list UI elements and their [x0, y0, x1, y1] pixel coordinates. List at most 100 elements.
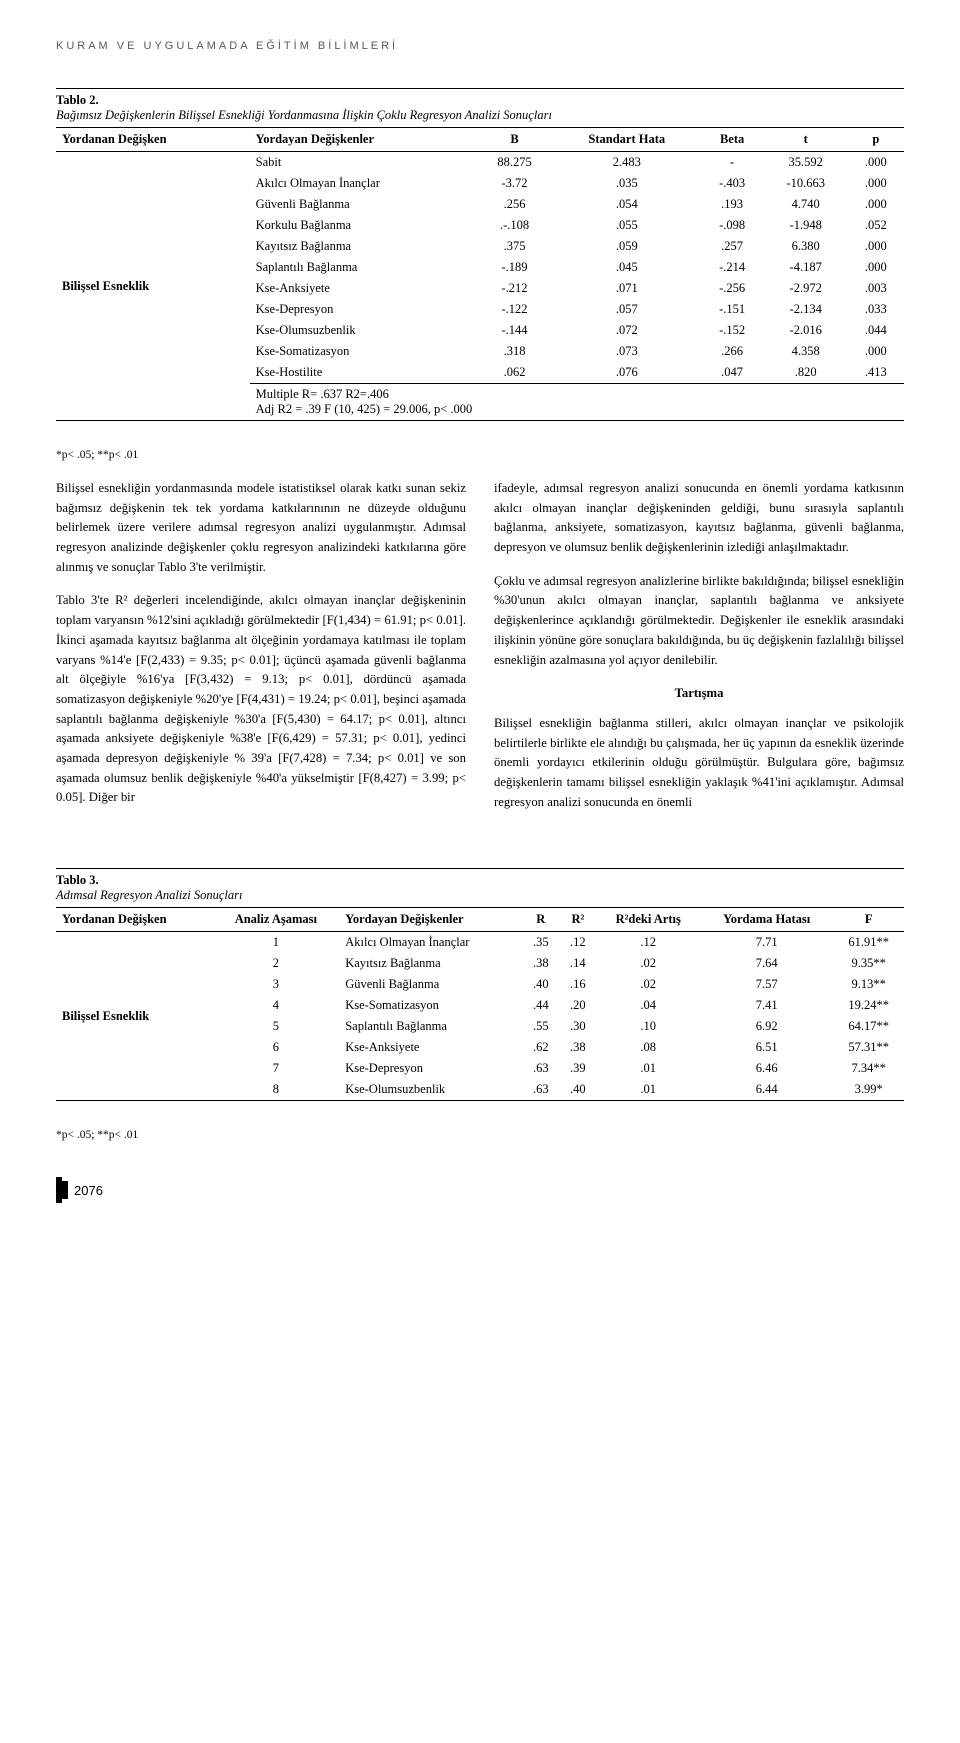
table-cell: .257	[701, 236, 764, 257]
table-cell: Kse-Anksiyete	[339, 1037, 522, 1058]
table-cell: .000	[848, 341, 904, 362]
t3-h1: Analiz Aşaması	[213, 908, 340, 932]
table-cell: .000	[848, 257, 904, 278]
page: KURAM VE UYGULAMADA EĞİTİM BİLİMLERİ Tab…	[0, 0, 960, 1263]
table-cell: 88.275	[476, 152, 553, 174]
table-cell: Kse-Depresyon	[250, 299, 476, 320]
table-cell: 2.483	[553, 152, 700, 174]
table-cell: Saplantılı Bağlanma	[250, 257, 476, 278]
table-cell: .076	[553, 362, 700, 384]
table-cell: .062	[476, 362, 553, 384]
table-cell: Kse-Somatizasyon	[250, 341, 476, 362]
table-cell: .38	[559, 1037, 596, 1058]
t2-h1: Yordayan Değişkenler	[250, 128, 476, 152]
table-cell: Saplantılı Bağlanma	[339, 1016, 522, 1037]
table-cell: .000	[848, 152, 904, 174]
table-cell: .318	[476, 341, 553, 362]
table-cell: .256	[476, 194, 553, 215]
table-row: Bilişsel EsneklikSabit88.2752.483-35.592…	[56, 152, 904, 174]
table-cell: .02	[596, 953, 700, 974]
table-cell: -.256	[701, 278, 764, 299]
table-cell: 3	[213, 974, 340, 995]
table-cell: .30	[559, 1016, 596, 1037]
table-cell: Kse-Olumsuzbenlik	[339, 1079, 522, 1100]
table-cell: 7.41	[700, 995, 833, 1016]
table-cell: .16	[559, 974, 596, 995]
table-3-head-row: Yordanan Değişken Analiz Aşaması Yordaya…	[56, 908, 904, 932]
table-cell: -.152	[701, 320, 764, 341]
table-cell: .38	[522, 953, 559, 974]
table-cell: 4.740	[764, 194, 848, 215]
page-number-bar-icon	[62, 1181, 68, 1199]
para: Çoklu ve adımsal regresyon analizlerine …	[494, 572, 904, 670]
table-cell: 8	[213, 1079, 340, 1100]
table-cell: .01	[596, 1058, 700, 1079]
table-cell: 6.51	[700, 1037, 833, 1058]
col-right: ifadeyle, adımsal regresyon analizi sonu…	[494, 479, 904, 826]
table-cell: .000	[848, 194, 904, 215]
table-cell: 57.31**	[833, 1037, 904, 1058]
table-cell: Kse-Anksiyete	[250, 278, 476, 299]
body-columns: Bilişsel esnekliğin yordanmasında modele…	[56, 479, 904, 826]
t3-h1-label: Analiz Aşaması	[235, 912, 317, 926]
table-cell: 5	[213, 1016, 340, 1037]
table-cell: 7	[213, 1058, 340, 1079]
table-cell: .10	[596, 1016, 700, 1037]
table-cell: -4.187	[764, 257, 848, 278]
table-cell: .820	[764, 362, 848, 384]
table-cell: .000	[848, 173, 904, 194]
table-cell: 6.380	[764, 236, 848, 257]
table-cell: .045	[553, 257, 700, 278]
table-cell: 6	[213, 1037, 340, 1058]
table-cell: Sabit	[250, 152, 476, 174]
table-3-footnote: *p< .05; **p< .01	[56, 1129, 904, 1141]
table-cell: .55	[522, 1016, 559, 1037]
table-cell: -	[701, 152, 764, 174]
table-cell: 6.92	[700, 1016, 833, 1037]
table-cell: Kse-Depresyon	[339, 1058, 522, 1079]
table-cell: 4.358	[764, 341, 848, 362]
table-cell: Akılcı Olmayan İnançlar	[250, 173, 476, 194]
table-cell: .044	[848, 320, 904, 341]
table-cell: .052	[848, 215, 904, 236]
table-cell: -2.972	[764, 278, 848, 299]
table-cell: -2.134	[764, 299, 848, 320]
table-cell: .193	[701, 194, 764, 215]
table-cell: -.122	[476, 299, 553, 320]
table-cell: 7.64	[700, 953, 833, 974]
table-cell: 61.91**	[833, 932, 904, 954]
table-cell: .35	[522, 932, 559, 954]
table-cell: -10.663	[764, 173, 848, 194]
table-cell: .055	[553, 215, 700, 236]
table-cell: -.098	[701, 215, 764, 236]
table-3-title: Adımsal Regresyon Analizi Sonuçları	[56, 888, 904, 903]
table-2-head-row: Yordanan Değişken Yordayan Değişkenler B…	[56, 128, 904, 152]
table-cell: .-.108	[476, 215, 553, 236]
t3-h5: R²deki Artış	[596, 908, 700, 932]
table-cell: .266	[701, 341, 764, 362]
table-2-title: Bağımsız Değişkenlerin Bilişsel Esnekliğ…	[56, 108, 904, 123]
table-cell: 9.13**	[833, 974, 904, 995]
table-cell: .40	[559, 1079, 596, 1100]
table-cell: Güvenli Bağlanma	[339, 974, 522, 995]
table-cell: 4	[213, 995, 340, 1016]
table-cell: Kayıtsız Bağlanma	[250, 236, 476, 257]
table-cell: .12	[559, 932, 596, 954]
table-cell: 35.592	[764, 152, 848, 174]
col-left: Bilişsel esnekliğin yordanmasında modele…	[56, 479, 466, 826]
table-cell: .033	[848, 299, 904, 320]
t3-h4: R²	[559, 908, 596, 932]
table-cell: 2	[213, 953, 340, 974]
t2-model-summary: Multiple R= .637 R2=.406 Adj R2 = .39 F …	[250, 384, 904, 421]
t3-rowlabel: Bilişsel Esneklik	[56, 932, 213, 1101]
table-cell: Akılcı Olmayan İnançlar	[339, 932, 522, 954]
table-2-footnote: *p< .05; **p< .01	[56, 449, 904, 461]
table-cell: -.151	[701, 299, 764, 320]
table-cell: Kse-Hostilite	[250, 362, 476, 384]
table-cell: .035	[553, 173, 700, 194]
table-cell: Kse-Somatizasyon	[339, 995, 522, 1016]
para: Bilişsel esnekliğin bağlanma stilleri, a…	[494, 714, 904, 812]
t2-h5: t	[764, 128, 848, 152]
table-cell: 6.46	[700, 1058, 833, 1079]
table-cell: -3.72	[476, 173, 553, 194]
